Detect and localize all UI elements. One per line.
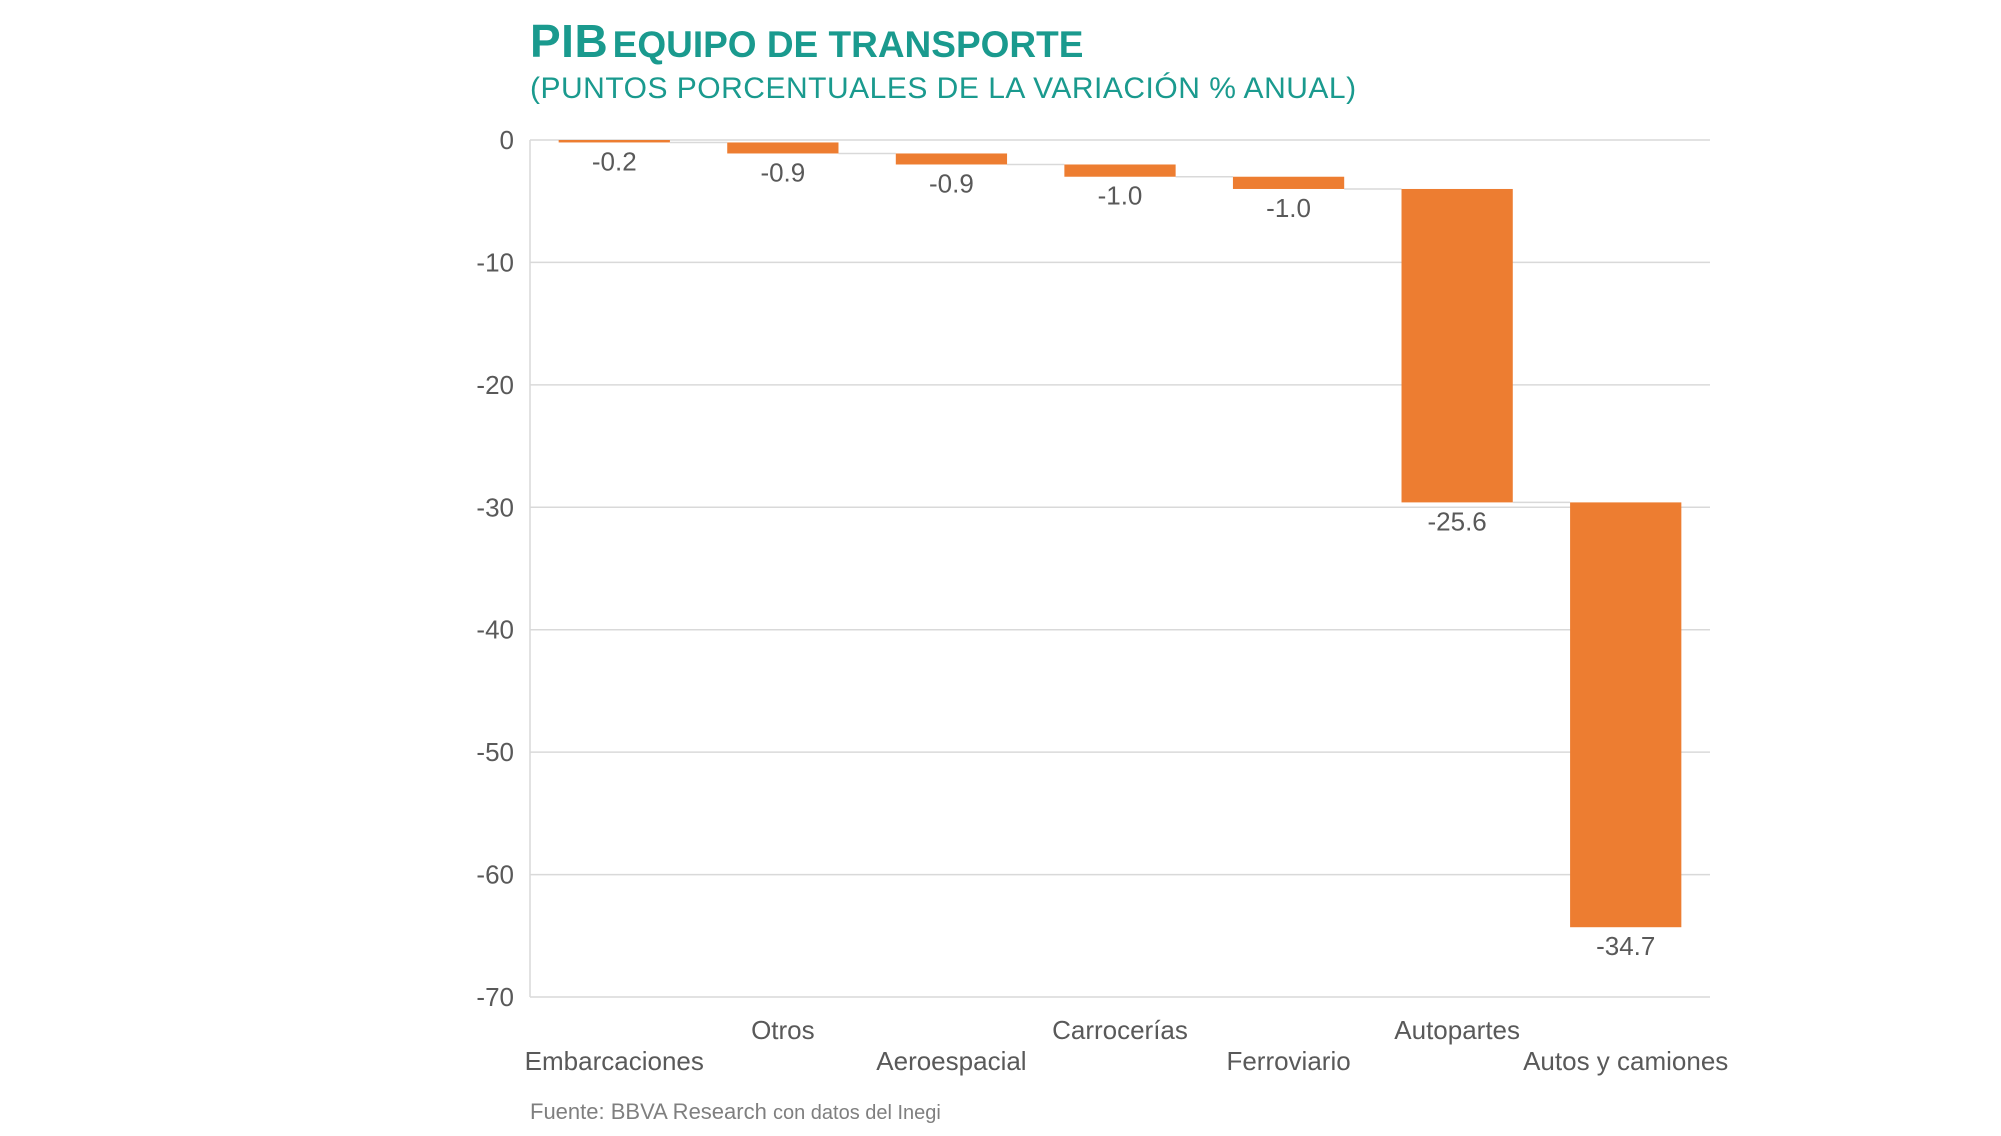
x-category-label: Embarcaciones [525, 1046, 704, 1076]
chart-subtitle: (PUNTOS PORCENTUALES DE LA VARIACIÓN % A… [530, 72, 1357, 105]
bar [1401, 188, 1513, 503]
y-tick-label: -50 [476, 737, 514, 767]
bar [1064, 164, 1176, 177]
source-suffix: con datos del Inegi [772, 1102, 941, 1124]
bar [1232, 176, 1345, 189]
x-category-label: Aeroespacial [876, 1046, 1026, 1076]
y-tick-label: -20 [476, 370, 514, 400]
data-label: -0.2 [592, 146, 637, 176]
x-category-label: Ferroviario [1226, 1046, 1350, 1076]
data-label: -1.0 [1098, 181, 1143, 211]
source-prefix: Fuente: BBVA Research [530, 1099, 767, 1124]
source-note: Fuente: BBVA Research con datos del Ineg… [530, 1099, 941, 1125]
y-tick-label: -10 [476, 247, 514, 277]
x-category-label: Otros [751, 1015, 815, 1045]
y-tick-label: -60 [476, 860, 514, 890]
chart-title-block: PIB EQUIPO DE TRANSPORTE (PUNTOS PORCENT… [530, 14, 1357, 106]
bar [895, 153, 1008, 165]
bar [1570, 502, 1682, 928]
chart-title-main: PIB [530, 15, 609, 67]
x-category-label: Autopartes [1394, 1015, 1520, 1045]
data-label: -0.9 [760, 157, 805, 187]
x-category-label: Carrocerías [1052, 1015, 1188, 1045]
y-tick-label: -30 [476, 492, 514, 522]
chart-title-rest: EQUIPO DE TRANSPORTE [612, 24, 1084, 65]
y-tick-label: 0 [500, 125, 514, 155]
data-label: -0.9 [929, 168, 974, 198]
bar [727, 142, 839, 154]
data-label: -34.7 [1596, 931, 1655, 961]
chart-title: PIB EQUIPO DE TRANSPORTE [530, 14, 1357, 68]
bar [558, 140, 670, 143]
data-label: -1.0 [1266, 193, 1311, 223]
x-category-label: Autos y camiones [1523, 1046, 1728, 1076]
data-label: -25.6 [1428, 506, 1487, 536]
y-tick-label: -70 [476, 982, 514, 1012]
y-tick-label: -40 [476, 615, 514, 645]
